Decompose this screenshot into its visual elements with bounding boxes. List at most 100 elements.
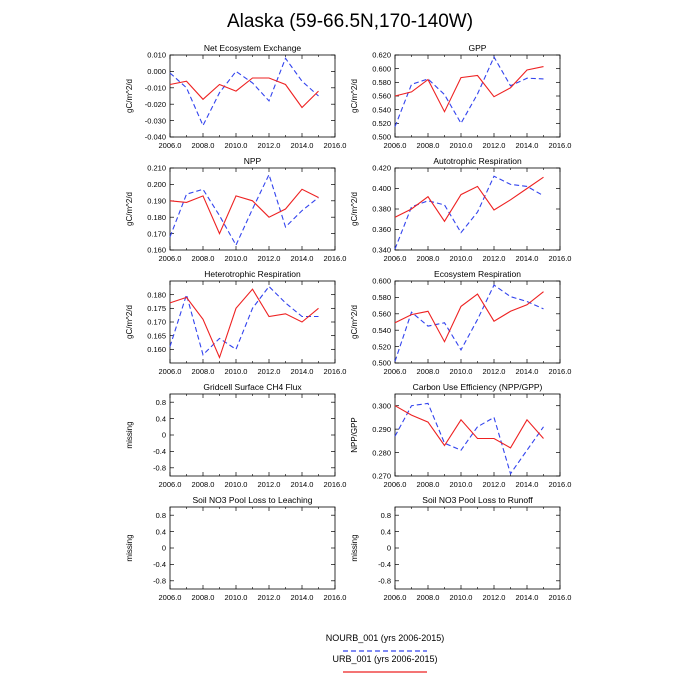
y-tick-label: 0.620 [372, 51, 391, 60]
y-axis-label: gC/m^2/d [125, 79, 134, 113]
plot-frame [394, 167, 561, 251]
panel-title: Heterotrophic Respiration [204, 269, 301, 279]
x-tick-label: 2014.0 [516, 141, 539, 150]
plot-frame [394, 393, 561, 477]
panel-title: Soil NO3 Pool Loss to Runoff [422, 495, 533, 505]
y-tick-label: 0.400 [372, 184, 391, 193]
x-tick-label: 2010.0 [225, 480, 248, 489]
y-axis-label: gC/m^2/d [350, 305, 359, 339]
chart-panels: Net Ecosystem Exchange 2006.0 2008.0 2010.0… [125, 43, 571, 602]
x-tick-label: 2008.0 [417, 141, 440, 150]
series-line-urb [169, 77, 319, 109]
plot-frame [394, 506, 561, 590]
plot-frame [169, 167, 336, 251]
y-tick-label: 0.560 [372, 92, 391, 101]
x-tick-label: 2016.0 [549, 593, 572, 602]
x-tick-label: 2010.0 [225, 141, 248, 150]
panel-title: GPP [469, 43, 487, 53]
legend: NOURB_001 (yrs 2006-2015) URB_001 (yrs 20… [326, 633, 445, 673]
series-line-urb [169, 288, 319, 360]
panel-title: Ecosystem Respiration [434, 269, 521, 279]
y-tick-label: -0.4 [153, 447, 166, 456]
panel-title: Gridcell Surface CH4 Flux [203, 382, 302, 392]
x-tick-label: 2016.0 [549, 254, 572, 263]
x-tick-label: 2008.0 [417, 367, 440, 376]
y-tick-label: -0.8 [153, 464, 166, 473]
y-tick-label: -0.8 [153, 577, 166, 586]
x-tick-label: 2012.0 [258, 480, 281, 489]
x-tick-label: 2010.0 [450, 593, 473, 602]
x-tick-label: 2006.0 [159, 480, 182, 489]
y-tick-label: 0.180 [147, 290, 166, 299]
chart-panel: Ecosystem Respiration 2006.0 2008.0 2010.0 2… [350, 269, 571, 376]
legend-label: NOURB_001 (yrs 2006-2015) [326, 633, 445, 643]
x-tick-label: 2016.0 [324, 254, 347, 263]
y-tick-label: 0.380 [372, 205, 391, 214]
y-axis-label: gC/m^2/d [350, 192, 359, 226]
x-tick-label: 2012.0 [483, 480, 506, 489]
y-tick-label: 0.000 [147, 67, 166, 76]
x-tick-label: 2006.0 [384, 480, 407, 489]
chart-panel: Net Ecosystem Exchange 2006.0 2008.0 2010.0… [125, 43, 346, 150]
x-tick-label: 2012.0 [483, 254, 506, 263]
y-tick-label: 0.540 [372, 326, 391, 335]
series-line-nourb [394, 175, 544, 250]
y-tick-label: 0.8 [381, 511, 391, 520]
y-axis-label: missing [125, 534, 134, 561]
chart-panel: Carbon Use Efficiency (NPP/GPP) 2006.0 200… [350, 382, 571, 489]
x-tick-label: 2016.0 [549, 480, 572, 489]
chart-panel: Gridcell Surface CH4 Flux 2006.0 2008.0 201… [125, 382, 346, 489]
y-tick-label: 0.300 [372, 401, 391, 410]
chart-panel: Heterotrophic Respiration 2006.0 2008.0 201… [125, 269, 346, 376]
y-tick-label: 0.8 [156, 398, 166, 407]
plot-frame [394, 280, 561, 364]
y-tick-label: 0.4 [156, 527, 166, 536]
series-line-urb [394, 291, 544, 343]
x-tick-label: 2010.0 [450, 367, 473, 376]
y-tick-label: 0.500 [372, 133, 391, 142]
x-tick-label: 2010.0 [225, 593, 248, 602]
x-tick-label: 2006.0 [384, 367, 407, 376]
series-line-urb [394, 176, 544, 223]
series-line-urb [394, 66, 544, 113]
x-tick-label: 2006.0 [384, 254, 407, 263]
y-tick-label: 0.8 [156, 511, 166, 520]
y-tick-label: -0.040 [145, 133, 166, 142]
x-tick-label: 2012.0 [258, 141, 281, 150]
y-tick-label: 0.010 [147, 51, 166, 60]
x-tick-label: 2014.0 [516, 367, 539, 376]
x-tick-label: 2010.0 [225, 367, 248, 376]
x-tick-label: 2012.0 [258, 367, 281, 376]
x-tick-label: 2012.0 [483, 367, 506, 376]
x-tick-label: 2008.0 [417, 593, 440, 602]
x-tick-label: 2008.0 [417, 480, 440, 489]
series-line-urb [169, 188, 319, 235]
chart-panel: Soil NO3 Pool Loss to Leaching 2006.0 2008… [125, 495, 346, 602]
plot-frame [169, 54, 336, 138]
x-tick-label: 2010.0 [450, 480, 473, 489]
series-line-urb [394, 405, 544, 449]
chart-panel: Autotrophic Respiration 2006.0 2008.0 2010.… [350, 156, 571, 263]
y-tick-label: 0.520 [372, 119, 391, 128]
x-tick-label: 2008.0 [192, 254, 215, 263]
y-tick-label: 0.175 [147, 304, 166, 313]
series-line-nourb [169, 173, 319, 247]
x-tick-label: 2008.0 [192, 367, 215, 376]
x-tick-label: 2014.0 [291, 593, 314, 602]
x-tick-label: 2014.0 [291, 141, 314, 150]
y-tick-label: 0.560 [372, 310, 391, 319]
plot-frame [169, 506, 336, 590]
x-tick-label: 2010.0 [225, 254, 248, 263]
y-axis-label: gC/m^2/d [125, 192, 134, 226]
legend-label: URB_001 (yrs 2006-2015) [332, 654, 437, 664]
y-tick-label: 0.200 [147, 180, 166, 189]
x-tick-label: 2006.0 [159, 254, 182, 263]
x-tick-label: 2014.0 [516, 480, 539, 489]
plot-frame [169, 280, 336, 364]
y-tick-label: 0.170 [147, 318, 166, 327]
y-axis-label: gC/m^2/d [350, 79, 359, 113]
y-tick-label: 0.500 [372, 359, 391, 368]
panel-title: Autotrophic Respiration [433, 156, 522, 166]
x-tick-label: 2014.0 [291, 254, 314, 263]
